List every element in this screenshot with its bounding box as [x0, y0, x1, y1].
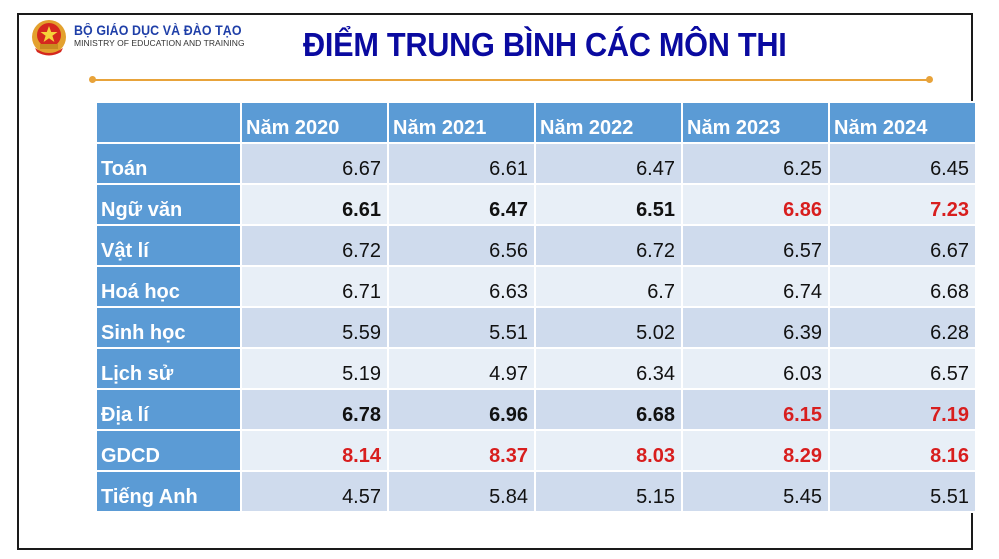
column-header-2022: Năm 2022 [534, 101, 683, 144]
score-cell: 7.19 [828, 388, 977, 431]
score-cell: 5.02 [534, 306, 683, 349]
scores-table: Năm 2020 Năm 2021 Năm 2022 Năm 2023 Năm … [95, 101, 977, 513]
score-cell: 6.34 [534, 347, 683, 390]
score-cell: 6.61 [240, 183, 389, 226]
subject-label: Hoá học [95, 265, 242, 308]
score-cell: 5.45 [681, 470, 830, 513]
score-cell: 6.67 [240, 142, 389, 185]
score-cell: 6.96 [387, 388, 536, 431]
table-row: Sinh học 5.59 5.51 5.02 6.39 6.28 [95, 306, 977, 349]
column-header-2023: Năm 2023 [681, 101, 830, 144]
score-cell: 6.15 [681, 388, 830, 431]
ministry-subtitle: MINISTRY OF EDUCATION AND TRAINING [74, 38, 245, 48]
table-row: Lịch sử 5.19 4.97 6.34 6.03 6.57 [95, 347, 977, 390]
table-row: GDCD 8.14 8.37 8.03 8.29 8.16 [95, 429, 977, 472]
score-cell: 6.57 [828, 347, 977, 390]
title-divider [92, 79, 930, 81]
score-cell: 7.23 [828, 183, 977, 226]
score-cell: 6.72 [534, 224, 683, 267]
ministry-name: BỘ GIÁO DỤC VÀ ĐÀO TẠO [74, 23, 242, 38]
score-cell: 8.29 [681, 429, 830, 472]
score-cell: 6.56 [387, 224, 536, 267]
column-header-2024: Năm 2024 [828, 101, 977, 144]
subject-label: Ngữ văn [95, 183, 242, 226]
score-cell: 5.51 [828, 470, 977, 513]
score-cell: 5.51 [387, 306, 536, 349]
table-row: Ngữ văn 6.61 6.47 6.51 6.86 7.23 [95, 183, 977, 226]
score-cell: 6.72 [240, 224, 389, 267]
score-cell: 6.86 [681, 183, 830, 226]
subject-label: Sinh học [95, 306, 242, 349]
table-row: Hoá học 6.71 6.63 6.7 6.74 6.68 [95, 265, 977, 308]
score-cell: 6.39 [681, 306, 830, 349]
column-header-2021: Năm 2021 [387, 101, 536, 144]
score-cell: 6.67 [828, 224, 977, 267]
subject-label: Địa lí [95, 388, 242, 431]
table-body: Toán 6.67 6.61 6.47 6.25 6.45 Ngữ văn 6.61 6.47 6… [95, 142, 977, 513]
table-row: Toán 6.67 6.61 6.47 6.25 6.45 [95, 142, 977, 185]
score-cell: 6.25 [681, 142, 830, 185]
subject-label: Tiếng Anh [95, 470, 242, 513]
score-cell: 6.68 [828, 265, 977, 308]
score-cell: 6.61 [387, 142, 536, 185]
divider-dot-right [926, 76, 933, 83]
score-cell: 6.51 [534, 183, 683, 226]
score-cell: 8.37 [387, 429, 536, 472]
score-cell: 6.74 [681, 265, 830, 308]
table-header-row: Năm 2020 Năm 2021 Năm 2022 Năm 2023 Năm … [95, 101, 977, 144]
score-cell: 6.63 [387, 265, 536, 308]
page-title: ĐIỂM TRUNG BÌNH CÁC MÔN THI [303, 26, 787, 63]
ministry-header: BỘ GIÁO DỤC VÀ ĐÀO TẠO MINISTRY OF EDUCA… [74, 24, 256, 49]
score-cell: 6.78 [240, 388, 389, 431]
score-cell: 5.59 [240, 306, 389, 349]
score-cell: 6.57 [681, 224, 830, 267]
score-cell: 4.57 [240, 470, 389, 513]
score-cell: 6.03 [681, 347, 830, 390]
column-header-2020: Năm 2020 [240, 101, 389, 144]
score-cell: 8.14 [240, 429, 389, 472]
score-cell: 5.19 [240, 347, 389, 390]
score-cell: 5.84 [387, 470, 536, 513]
divider-dot-left [89, 76, 96, 83]
subject-label: Lịch sử [95, 347, 242, 390]
score-cell: 6.47 [534, 142, 683, 185]
score-cell: 6.28 [828, 306, 977, 349]
table-row: Tiếng Anh 4.57 5.84 5.15 5.45 5.51 [95, 470, 977, 513]
score-cell: 5.15 [534, 470, 683, 513]
score-cell: 6.47 [387, 183, 536, 226]
score-cell: 6.45 [828, 142, 977, 185]
score-cell: 6.68 [534, 388, 683, 431]
score-cell: 4.97 [387, 347, 536, 390]
column-header-subject [95, 101, 242, 144]
subject-label: Toán [95, 142, 242, 185]
subject-label: Vật lí [95, 224, 242, 267]
table-row: Địa lí 6.78 6.96 6.68 6.15 7.19 [95, 388, 977, 431]
score-cell: 8.16 [828, 429, 977, 472]
score-cell: 6.7 [534, 265, 683, 308]
subject-label: GDCD [95, 429, 242, 472]
table-row: Vật lí 6.72 6.56 6.72 6.57 6.67 [95, 224, 977, 267]
national-emblem-icon [32, 20, 66, 56]
score-cell: 8.03 [534, 429, 683, 472]
score-cell: 6.71 [240, 265, 389, 308]
